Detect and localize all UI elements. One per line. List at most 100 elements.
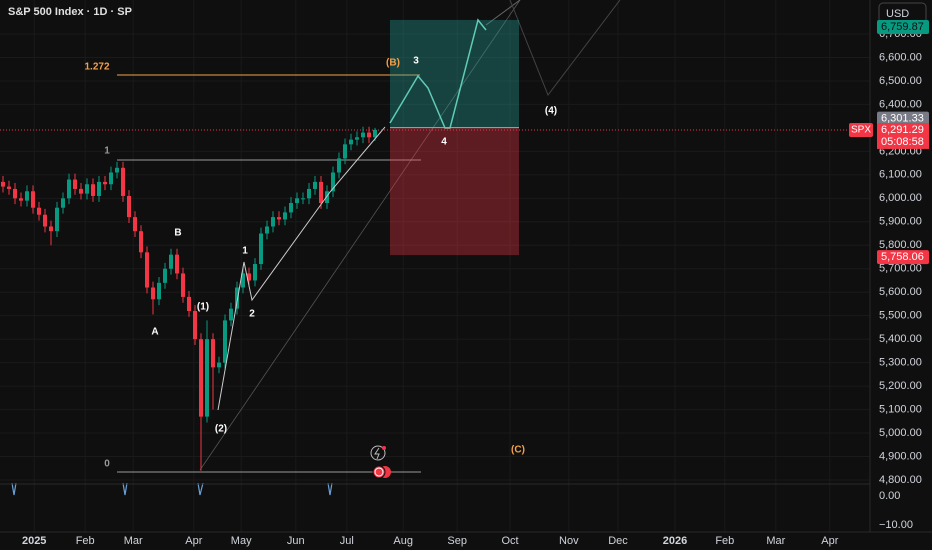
y-tick-label: 5,600.00 xyxy=(879,286,922,298)
x-tick-label: 2026 xyxy=(663,535,687,547)
price-tag-label: 5,758.06 xyxy=(881,251,924,263)
y-tick-label: 6,100.00 xyxy=(879,169,922,181)
candle-body xyxy=(73,179,77,189)
symbol-label: SPX xyxy=(851,125,871,136)
candle-body xyxy=(1,181,5,187)
price-tag xyxy=(877,111,929,126)
candle-body xyxy=(229,308,233,321)
y-tick-label: 4,900.00 xyxy=(879,450,922,462)
candle-body xyxy=(55,207,59,232)
candle-body xyxy=(343,144,347,159)
x-tick-label: Jun xyxy=(287,535,305,547)
target-zone xyxy=(390,19,519,128)
symbol-tag xyxy=(849,122,873,137)
y2-tick-label: −10.00 xyxy=(879,519,913,531)
candle-body xyxy=(193,310,197,340)
candle-body xyxy=(187,296,191,311)
x-tick-label: May xyxy=(231,535,252,547)
candle-body xyxy=(349,139,353,145)
y-tick-label: 4,800.00 xyxy=(879,474,922,486)
candle-body xyxy=(259,233,263,265)
candle-body xyxy=(151,287,155,300)
candle-body xyxy=(139,231,143,253)
candle-body xyxy=(247,273,251,281)
event-icon-glyph xyxy=(374,447,380,460)
candle-body xyxy=(43,214,47,227)
candle-body xyxy=(283,212,287,220)
candle-body xyxy=(253,264,257,281)
candle-body xyxy=(205,339,209,417)
candle-body xyxy=(217,362,221,368)
annotation: (B) xyxy=(386,58,400,69)
price-tag xyxy=(877,19,929,34)
trend-line xyxy=(199,0,521,471)
indicator-mark xyxy=(122,482,128,496)
annotation: 0 xyxy=(104,459,110,470)
candle-body xyxy=(97,181,101,196)
x-tick-label: Apr xyxy=(821,535,838,547)
currency: USD xyxy=(886,8,909,20)
candle-body xyxy=(355,137,359,140)
annotation: 1 xyxy=(104,146,110,157)
price-tag xyxy=(877,122,929,137)
event-icon[interactable] xyxy=(370,445,386,461)
annotation: 1.272 xyxy=(84,62,109,73)
y-tick-label: 5,500.00 xyxy=(879,310,922,322)
chart-title: S&P 500 Index · 1D · SP xyxy=(8,6,132,18)
candle-body xyxy=(331,172,335,192)
candle-body xyxy=(313,181,317,189)
candle-body xyxy=(223,320,227,363)
indicator-marks xyxy=(11,482,333,496)
candle-body xyxy=(85,184,89,194)
candle-body xyxy=(241,273,245,288)
annotation: (2) xyxy=(215,424,227,435)
x-tick-label: Mar xyxy=(124,535,143,547)
annotation: A xyxy=(151,327,158,338)
candle-body xyxy=(289,203,293,213)
candle-body xyxy=(175,254,179,274)
candle-body xyxy=(337,158,341,173)
y-tick-label: 5,100.00 xyxy=(879,403,922,415)
candle-body xyxy=(127,195,131,218)
candle-body xyxy=(307,188,311,199)
candle-body xyxy=(211,339,215,368)
candle-body xyxy=(121,167,125,196)
candle-body xyxy=(295,198,299,204)
countdown-tag xyxy=(877,134,929,149)
candle-body xyxy=(169,254,173,269)
candle-body xyxy=(265,226,269,234)
y-tick-label: 5,300.00 xyxy=(879,357,922,369)
annotation: (1) xyxy=(197,302,209,313)
indicator-mark xyxy=(327,482,333,496)
candle-body xyxy=(37,207,41,215)
candle-body xyxy=(235,287,239,309)
event-dot xyxy=(382,446,386,450)
candles xyxy=(1,126,377,471)
candle-body xyxy=(325,191,329,204)
indicator-mark xyxy=(197,482,204,496)
x-tick-label: Feb xyxy=(76,535,95,547)
candle-body xyxy=(301,198,305,200)
x-tick-label: Dec xyxy=(608,535,628,547)
candle-body xyxy=(67,179,71,199)
candle-body xyxy=(157,282,161,300)
candle-body xyxy=(133,217,137,232)
price-tag-label: 6,759.87 xyxy=(881,21,924,33)
candle-body xyxy=(277,217,281,220)
projection-line xyxy=(509,0,621,97)
annotation: B xyxy=(174,228,181,239)
countdown: 05:08:58 xyxy=(881,136,924,148)
y-tick-label: 6,000.00 xyxy=(879,192,922,204)
y-tick-label: 5,800.00 xyxy=(879,239,922,251)
candle-body xyxy=(367,132,371,138)
candle-body xyxy=(181,273,185,297)
candle-body xyxy=(7,186,11,189)
projection-line xyxy=(485,0,521,26)
wave-line xyxy=(217,126,386,411)
x-tick-label: Oct xyxy=(501,535,518,547)
annotation: 3 xyxy=(413,56,419,67)
indicator-mark xyxy=(11,482,17,496)
candle-body xyxy=(25,191,29,201)
x-tick-label: Mar xyxy=(766,535,785,547)
